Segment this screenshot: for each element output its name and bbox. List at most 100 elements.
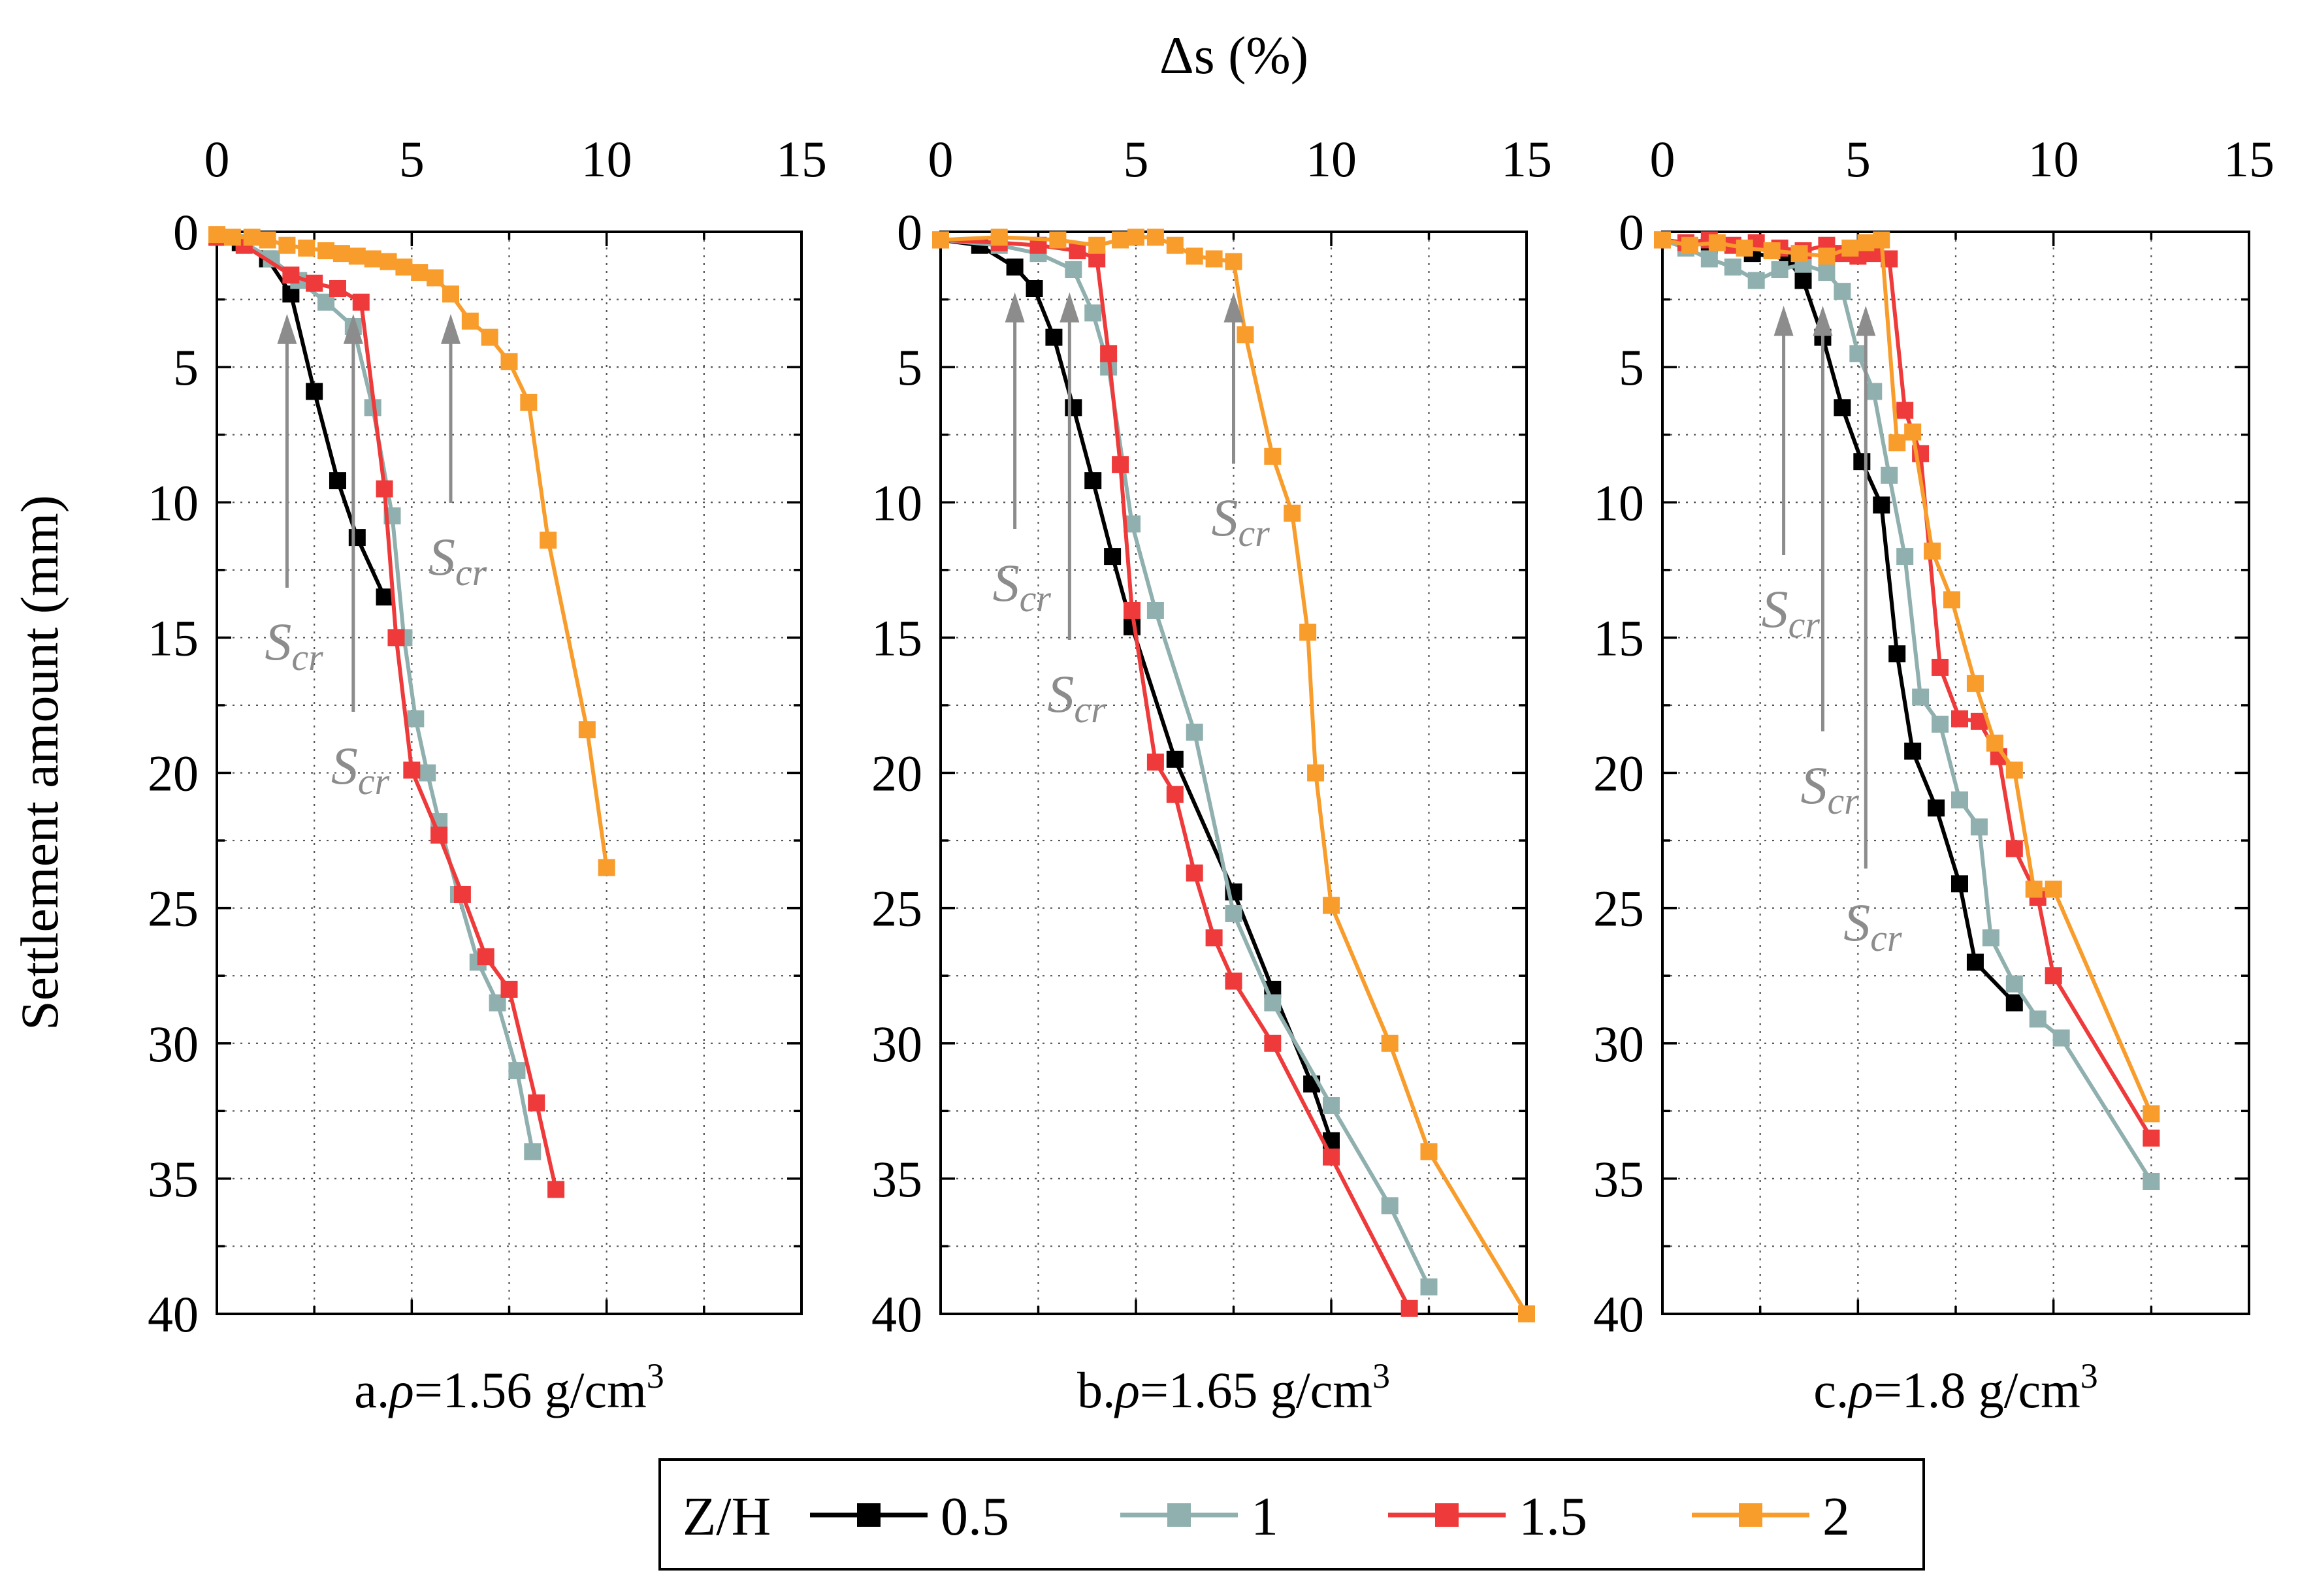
data-point bbox=[1284, 504, 1301, 522]
annotation-sub: cr bbox=[1020, 577, 1052, 620]
data-point bbox=[1264, 994, 1282, 1012]
data-point bbox=[1146, 601, 1164, 619]
annotation-label: Scr bbox=[1762, 579, 1821, 646]
y-tick-label: 30 bbox=[1593, 1015, 1644, 1072]
data-point bbox=[1928, 799, 1945, 817]
annotation-main: S bbox=[1800, 756, 1827, 815]
annotation-label: Scr bbox=[1047, 664, 1106, 731]
data-point bbox=[1736, 239, 1753, 257]
caption-value: =1.8 g/cm bbox=[1873, 1362, 2080, 1418]
data-point bbox=[1794, 272, 1812, 289]
annotation-label: Scr bbox=[429, 527, 487, 594]
data-point bbox=[1888, 645, 1906, 663]
annotation-sub: cr bbox=[1074, 688, 1106, 731]
y-tick-label: 0 bbox=[897, 204, 922, 261]
data-point bbox=[2045, 967, 2062, 985]
data-point bbox=[442, 285, 459, 303]
data-point bbox=[1299, 624, 1317, 641]
y-axis-title: Settlement amount (mm) bbox=[10, 495, 69, 1030]
annotation-arrow-head bbox=[1856, 306, 1876, 336]
data-point bbox=[453, 886, 471, 903]
y-tick-label: 25 bbox=[871, 880, 922, 937]
series-2 bbox=[932, 229, 1535, 1322]
caption-prefix: a. bbox=[354, 1362, 389, 1418]
data-point bbox=[1045, 328, 1063, 346]
annotation-main: S bbox=[265, 612, 291, 671]
data-point bbox=[598, 859, 615, 876]
data-point bbox=[1708, 234, 1726, 251]
x-tick-label: 10 bbox=[1306, 131, 1357, 187]
data-point bbox=[419, 764, 436, 782]
data-point bbox=[1065, 261, 1082, 278]
data-point bbox=[1112, 456, 1129, 473]
annotation-main: S bbox=[993, 553, 1020, 613]
annotation-label: Scr bbox=[331, 736, 390, 803]
data-point bbox=[1381, 1034, 1399, 1052]
data-point bbox=[376, 588, 393, 606]
y-tick-label: 35 bbox=[1593, 1151, 1644, 1207]
annotation-arrow-head bbox=[1813, 306, 1833, 336]
caption-prefix: c. bbox=[1813, 1362, 1849, 1418]
data-point bbox=[2005, 761, 2023, 779]
panel-caption: c.ρ=1.8 g/cm3 bbox=[1813, 1356, 2098, 1418]
data-point bbox=[278, 236, 296, 254]
data-point bbox=[500, 353, 518, 370]
data-point bbox=[2143, 1129, 2160, 1147]
data-point bbox=[1763, 242, 1781, 259]
legend-label: 1.5 bbox=[1519, 1486, 1587, 1547]
data-point bbox=[477, 948, 494, 966]
y-tick-label: 10 bbox=[1593, 474, 1644, 531]
data-point bbox=[1146, 753, 1164, 771]
legend-marker bbox=[857, 1503, 881, 1527]
data-point bbox=[1853, 453, 1871, 471]
data-point bbox=[1970, 818, 1988, 836]
data-point bbox=[306, 274, 323, 292]
data-point bbox=[2005, 994, 2023, 1012]
data-point bbox=[1088, 236, 1106, 254]
data-point bbox=[1950, 710, 1968, 727]
data-point bbox=[547, 1181, 565, 1198]
annotation-arrow-head bbox=[277, 313, 297, 344]
annotation-arrow-head bbox=[441, 313, 461, 344]
caption-sup: 3 bbox=[1372, 1356, 1390, 1396]
annotation-main: S bbox=[1212, 488, 1238, 547]
y-tick-label: 5 bbox=[897, 339, 922, 396]
data-point bbox=[461, 312, 479, 330]
caption-rho: ρ bbox=[1847, 1362, 1873, 1418]
data-point bbox=[1166, 786, 1184, 803]
data-point bbox=[348, 247, 366, 265]
y-tick-label: 25 bbox=[1593, 880, 1644, 937]
series-1.5 bbox=[932, 231, 1418, 1317]
data-point bbox=[1166, 236, 1184, 254]
y-tick-label: 5 bbox=[1619, 339, 1644, 396]
x-tick-label: 5 bbox=[1845, 131, 1871, 187]
data-point bbox=[990, 229, 1008, 246]
panel-1: 0 5 10 150510152025303540ScrScrScrb.ρ=1.65 … bbox=[871, 131, 1552, 1418]
data-point bbox=[1986, 734, 2003, 752]
data-point bbox=[298, 239, 316, 257]
data-point bbox=[430, 826, 448, 844]
data-point bbox=[1307, 764, 1325, 782]
data-point bbox=[540, 532, 557, 549]
legend-marker bbox=[1739, 1503, 1762, 1527]
caption-rho: ρ bbox=[1114, 1362, 1140, 1418]
scr-annotation: Scr bbox=[1843, 306, 1902, 959]
data-point bbox=[2143, 1105, 2160, 1123]
data-point bbox=[1112, 231, 1129, 249]
data-point bbox=[1100, 345, 1118, 362]
caption-sup: 3 bbox=[2080, 1356, 2098, 1396]
data-point bbox=[1225, 972, 1242, 990]
data-point bbox=[329, 472, 346, 490]
annotation-sub: cr bbox=[1827, 780, 1859, 822]
annotation-label: Scr bbox=[265, 612, 323, 678]
data-point bbox=[932, 231, 949, 249]
scr-annotation: Scr bbox=[429, 313, 487, 594]
data-point bbox=[1932, 658, 1949, 676]
data-point bbox=[1966, 675, 1984, 692]
y-tick-label: 20 bbox=[1593, 745, 1644, 802]
x-tick-label: 5 bbox=[399, 131, 425, 187]
annotation-main: S bbox=[429, 527, 455, 586]
annotation-main: S bbox=[1047, 664, 1074, 724]
legend-label: 1 bbox=[1251, 1486, 1278, 1547]
